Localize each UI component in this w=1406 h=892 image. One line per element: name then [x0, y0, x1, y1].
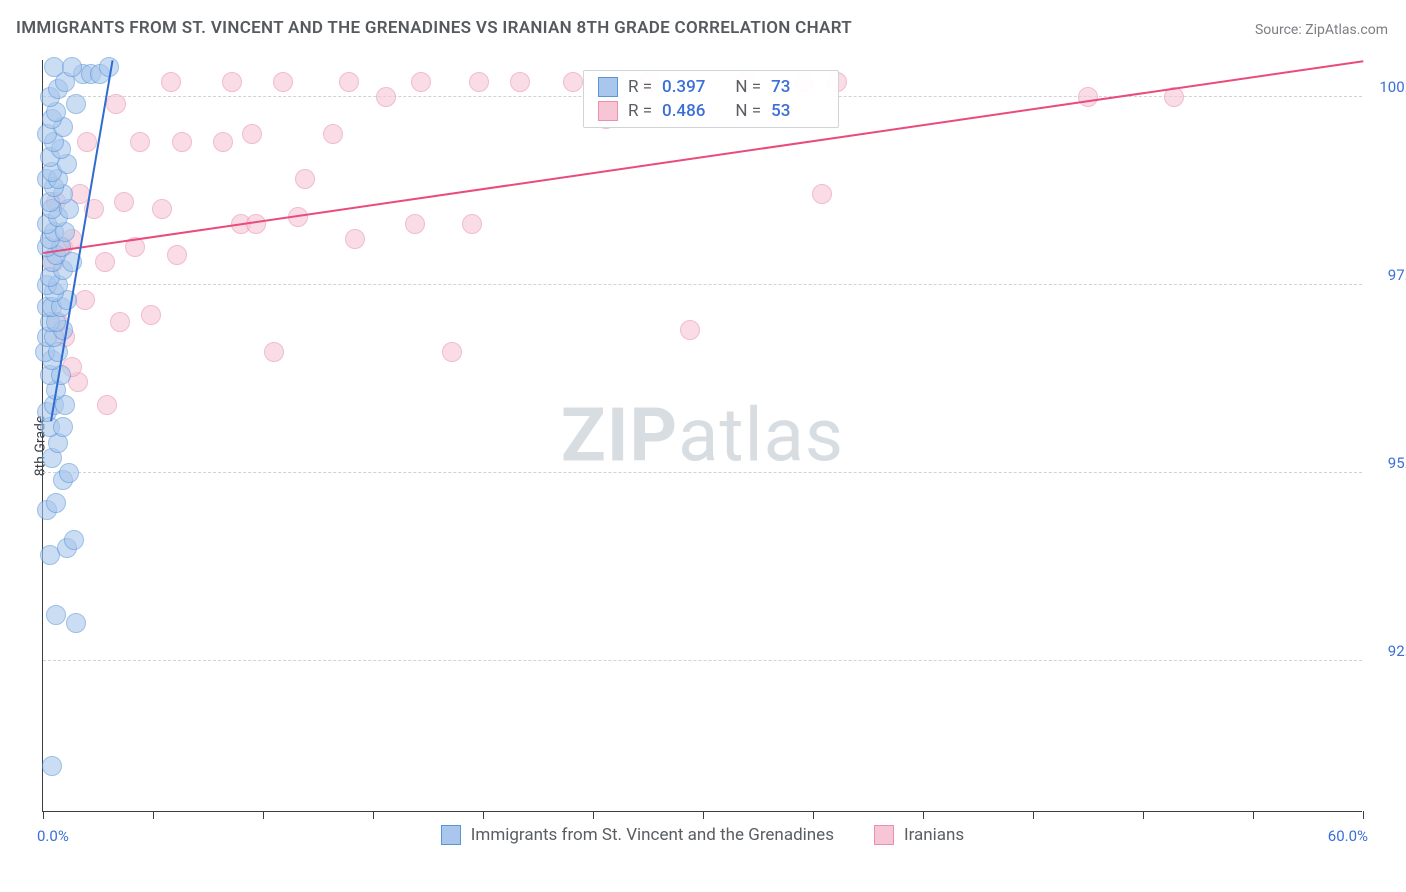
y-tick-label: 95.0%	[1388, 454, 1406, 472]
y-gridline	[43, 660, 1362, 661]
legend-label-b: Iranians	[904, 825, 964, 845]
stat-r-label: R =	[628, 101, 652, 121]
scatter-point	[75, 290, 95, 310]
scatter-point	[376, 87, 396, 107]
scatter-point	[66, 613, 86, 633]
x-tick	[923, 811, 924, 819]
scatter-point	[46, 493, 66, 513]
x-tick	[1363, 811, 1364, 819]
scatter-point	[1078, 87, 1098, 107]
chart-title: IMMIGRANTS FROM ST. VINCENT AND THE GREN…	[16, 18, 852, 38]
scatter-point	[273, 72, 293, 92]
legend-item-a: Immigrants from St. Vincent and the Gren…	[441, 825, 834, 845]
x-tick	[153, 811, 154, 819]
x-tick	[1253, 811, 1254, 819]
scatter-point	[242, 124, 262, 144]
scatter-point	[462, 214, 482, 234]
scatter-point	[97, 395, 117, 415]
y-tick-label: 97.5%	[1388, 266, 1406, 284]
x-tick	[263, 811, 264, 819]
scatter-point	[141, 305, 161, 325]
scatter-point	[59, 463, 79, 483]
x-tick	[1033, 811, 1034, 819]
scatter-point	[130, 132, 150, 152]
x-tick	[1143, 811, 1144, 819]
y-tick-label: 100.0%	[1379, 78, 1406, 96]
stat-n-value-b: 53	[771, 101, 790, 121]
source-attribution: Source: ZipAtlas.com	[1255, 22, 1388, 38]
scatter-point	[563, 72, 583, 92]
stat-r-label: R =	[628, 77, 652, 97]
scatter-point	[64, 530, 84, 550]
legend-swatch-b	[874, 825, 894, 845]
scatter-point	[106, 94, 126, 114]
stat-n-label: N =	[735, 101, 761, 121]
y-tick-label: 92.5%	[1388, 642, 1406, 660]
scatter-point	[812, 184, 832, 204]
x-tick-label: 0.0%	[37, 827, 69, 845]
legend-label-a: Immigrants from St. Vincent and the Gren…	[471, 825, 834, 845]
swatch-series-b	[598, 101, 618, 121]
x-tick	[703, 811, 704, 819]
scatter-point	[53, 417, 73, 437]
scatter-point	[469, 72, 489, 92]
watermark: ZIPatlas	[561, 392, 844, 479]
scatter-point	[295, 169, 315, 189]
scatter-point	[339, 72, 359, 92]
legend-item-b: Iranians	[874, 825, 964, 845]
stat-r-value-a: 0.397	[662, 77, 705, 97]
watermark-bold: ZIP	[561, 392, 678, 479]
scatter-point	[161, 72, 181, 92]
scatter-point	[95, 252, 115, 272]
scatter-point	[246, 214, 266, 234]
x-tick-label: 60.0%	[1328, 827, 1368, 845]
scatter-point	[442, 342, 462, 362]
scatter-point	[77, 132, 97, 152]
scatter-point	[405, 214, 425, 234]
x-tick	[43, 811, 44, 819]
scatter-point	[110, 312, 130, 332]
scatter-point	[345, 229, 365, 249]
y-gridline	[43, 472, 1362, 473]
swatch-series-a	[598, 77, 618, 97]
watermark-rest: atlas	[678, 392, 844, 479]
x-tick	[593, 811, 594, 819]
scatter-point	[167, 245, 187, 265]
scatter-point	[510, 72, 530, 92]
y-gridline	[43, 284, 1362, 285]
stats-row-series-b: R = 0.486 N = 53	[584, 99, 838, 123]
bottom-legend: Immigrants from St. Vincent and the Gren…	[43, 825, 1362, 845]
x-tick	[483, 811, 484, 819]
scatter-point	[114, 192, 134, 212]
stat-n-label: N =	[735, 77, 761, 97]
scatter-point	[152, 199, 172, 219]
x-tick	[373, 811, 374, 819]
scatter-point	[42, 756, 62, 776]
scatter-point	[46, 605, 66, 625]
scatter-point	[222, 72, 242, 92]
stat-r-value-b: 0.486	[662, 101, 705, 121]
stats-row-series-a: R = 0.397 N = 73	[584, 75, 838, 99]
scatter-point	[323, 124, 343, 144]
correlation-stats-box: R = 0.397 N = 73 R = 0.486 N = 53	[583, 70, 839, 128]
scatter-plot-area: ZIPatlas R = 0.397 N = 73 R = 0.486 N = …	[42, 60, 1362, 812]
scatter-point	[411, 72, 431, 92]
legend-swatch-a	[441, 825, 461, 845]
scatter-point	[680, 320, 700, 340]
scatter-point	[172, 132, 192, 152]
stat-n-value-a: 73	[771, 77, 790, 97]
scatter-point	[264, 342, 284, 362]
scatter-point	[213, 132, 233, 152]
scatter-point	[62, 57, 82, 77]
x-tick	[813, 811, 814, 819]
scatter-point	[66, 94, 86, 114]
